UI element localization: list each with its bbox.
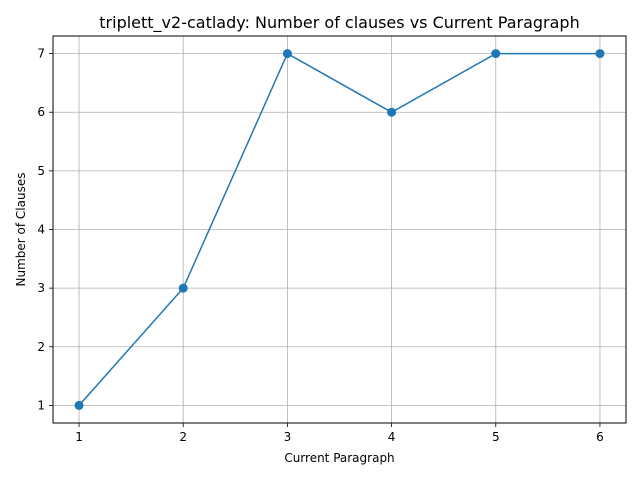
x-tick-label: 6 <box>596 430 604 444</box>
x-tick-label: 1 <box>75 430 83 444</box>
x-tick-label: 2 <box>179 430 187 444</box>
x-tick-label: 4 <box>388 430 396 444</box>
data-point <box>595 49 605 59</box>
x-axis-label: Current Paragraph <box>284 451 394 465</box>
y-tick-label: 4 <box>37 223 45 237</box>
y-tick-label: 1 <box>37 398 45 412</box>
y-tick-label: 5 <box>37 164 45 178</box>
chart-title: triplett_v2-catlady: Number of clauses v… <box>99 13 579 33</box>
data-point <box>178 283 188 293</box>
data-point <box>491 49 501 59</box>
y-tick-label: 6 <box>37 105 45 119</box>
y-axis-ticks: 1 2 3 4 5 6 7 <box>37 47 53 412</box>
y-axis-label: Number of Clauses <box>14 173 28 287</box>
series-layer <box>74 49 605 410</box>
y-tick-label: 2 <box>37 340 45 354</box>
grid-lines <box>53 36 626 423</box>
data-point <box>282 49 292 59</box>
data-point <box>387 107 397 117</box>
x-tick-label: 3 <box>284 430 292 444</box>
x-tick-label: 5 <box>492 430 500 444</box>
series-line <box>78 52 600 406</box>
data-point <box>74 400 84 410</box>
y-tick-label: 3 <box>37 281 45 295</box>
x-axis-ticks: 1 2 3 4 5 6 <box>75 423 604 444</box>
y-tick-label: 7 <box>37 47 45 61</box>
